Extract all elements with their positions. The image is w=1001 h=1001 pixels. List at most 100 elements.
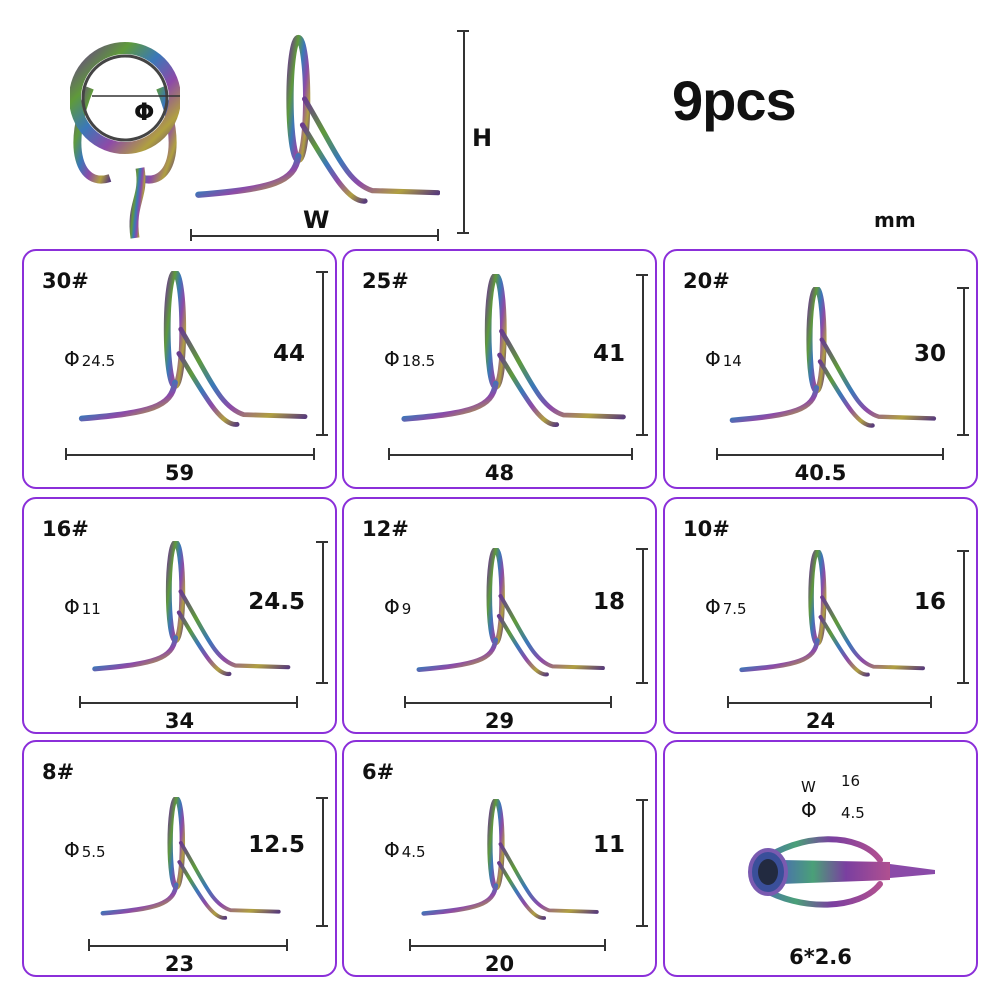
height-tick xyxy=(316,434,328,436)
guide-diameter-value: 5.5 xyxy=(81,843,106,861)
width-tick xyxy=(296,696,298,708)
guide-diameter: Φ 5.5 xyxy=(64,838,106,862)
width-dimension-line xyxy=(388,454,632,456)
diameter-symbol: Φ xyxy=(384,595,400,619)
diameter-symbol: Φ xyxy=(705,347,721,371)
guide-size: 10# xyxy=(683,517,730,541)
diameter-symbol: Φ xyxy=(384,347,400,371)
width-tick xyxy=(65,448,67,460)
guide-card: 25# Φ 18.5 41 48 xyxy=(342,249,657,489)
guide-height-value: 18 xyxy=(592,589,625,615)
tip-width-label: W xyxy=(801,778,816,796)
guide-size: 6# xyxy=(362,760,395,784)
guide-size: 25# xyxy=(362,269,409,293)
guide-diameter-value: 9 xyxy=(401,600,412,618)
guide-width-value: 34 xyxy=(164,709,195,733)
guide-diameter: Φ 14 xyxy=(705,347,742,371)
height-tick xyxy=(957,434,969,436)
guide-image xyxy=(416,548,605,677)
width-tick xyxy=(286,939,288,951)
guide-card: 8# Φ 5.5 12.5 23 xyxy=(22,740,337,977)
width-tick xyxy=(404,696,406,708)
width-tick xyxy=(190,229,192,241)
height-tick xyxy=(636,434,648,436)
height-dimension-line xyxy=(463,30,465,233)
height-dimension-line xyxy=(963,550,965,682)
guide-height-value: 12.5 xyxy=(248,832,305,858)
guide-height-value: 30 xyxy=(913,341,946,367)
width-tick xyxy=(631,448,633,460)
diameter-symbol: Φ xyxy=(64,838,80,862)
guide-card: 12# Φ 9 18 29 xyxy=(342,497,657,734)
guide-height-value: 41 xyxy=(592,341,625,367)
height-dimension-line xyxy=(642,548,644,682)
height-dimension-line xyxy=(642,274,644,434)
guide-height-value: 11 xyxy=(592,832,625,858)
diameter-symbol: Φ xyxy=(384,838,400,862)
width-dimension-line xyxy=(727,702,931,704)
width-tick xyxy=(930,696,932,708)
guide-image xyxy=(100,797,281,920)
guide-size: 16# xyxy=(42,517,89,541)
width-dimension-line xyxy=(190,235,438,237)
width-dimension-line xyxy=(716,454,943,456)
width-tick xyxy=(727,696,729,708)
height-tick xyxy=(316,541,328,543)
width-dimension-line xyxy=(88,945,287,947)
height-tick xyxy=(636,925,648,927)
guide-image xyxy=(401,274,626,427)
guide-diameter-value: 14 xyxy=(722,352,742,370)
guide-diameter-value: 11 xyxy=(81,600,101,618)
height-tick xyxy=(636,274,648,276)
tip-width-value: 16 xyxy=(841,772,861,790)
diameter-symbol: Φ xyxy=(705,595,721,619)
height-dimension-line xyxy=(322,271,324,434)
height-tick xyxy=(316,797,328,799)
guide-diameter: Φ 11 xyxy=(64,595,101,619)
guide-image xyxy=(739,550,925,677)
unit-label: mm xyxy=(874,208,916,232)
guide-image xyxy=(78,271,308,427)
tip-diameter-value: 4.5 xyxy=(841,804,865,822)
width-tick xyxy=(942,448,944,460)
height-tick xyxy=(957,550,969,552)
width-dimension-line xyxy=(79,702,297,704)
height-tick xyxy=(316,271,328,273)
height-dimension-line xyxy=(322,541,324,682)
width-tick xyxy=(716,448,718,460)
guide-diameter: Φ 7.5 xyxy=(705,595,747,619)
tip-size-label: 6*2.6 xyxy=(789,945,852,969)
guide-diameter-value: 7.5 xyxy=(722,600,747,618)
diameter-symbol: Φ xyxy=(134,98,155,126)
guide-image xyxy=(92,541,291,677)
width-tick xyxy=(437,229,439,241)
guide-width-value: 23 xyxy=(164,952,195,976)
tip-top-card: W 16 Φ 4.5 6*2.6 xyxy=(663,740,978,977)
guide-diameter: Φ 18.5 xyxy=(384,347,435,371)
width-tick xyxy=(79,696,81,708)
guide-card: 6# Φ 4.5 11 20 xyxy=(342,740,657,977)
height-tick xyxy=(316,925,328,927)
guide-width-value: 40.5 xyxy=(794,461,847,485)
guide-diameter: Φ 24.5 xyxy=(64,347,115,371)
guide-height-value: 24.5 xyxy=(248,589,305,615)
guide-card: 20# Φ 14 30 40.5 xyxy=(663,249,978,489)
guide-diameter-value: 4.5 xyxy=(401,843,426,861)
height-dimension-line xyxy=(322,797,324,925)
width-tick xyxy=(313,448,315,460)
guide-width-value: 29 xyxy=(484,709,515,733)
guide-side-view xyxy=(195,34,440,204)
tip-top-image xyxy=(748,836,935,908)
diameter-symbol: Φ xyxy=(64,595,80,619)
guide-size: 12# xyxy=(362,517,409,541)
width-dimension-line xyxy=(404,702,611,704)
height-label: H xyxy=(472,124,493,152)
height-tick xyxy=(457,232,469,234)
guide-size: 30# xyxy=(42,269,89,293)
width-tick xyxy=(88,939,90,951)
diameter-symbol: Φ xyxy=(64,347,80,371)
tip-diameter-symbol: Φ xyxy=(801,798,817,822)
guide-card: 30# Φ 24.5 44 59 xyxy=(22,249,337,489)
guide-size: 8# xyxy=(42,760,75,784)
